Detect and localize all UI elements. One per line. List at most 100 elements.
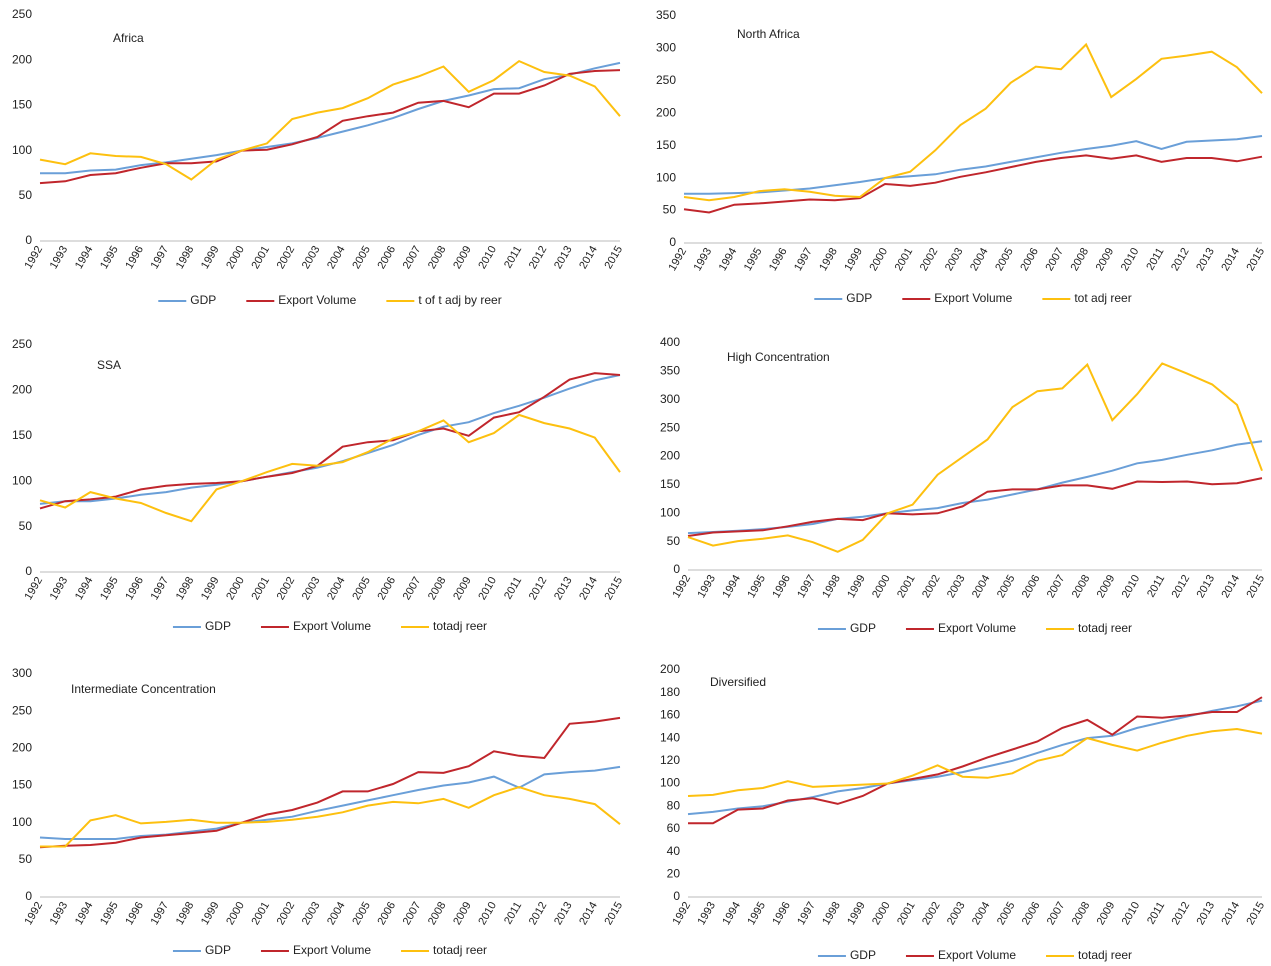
y-tick-label: 0 (25, 564, 32, 578)
x-tick-label: 2000 (224, 244, 247, 271)
x-tick-label: 2003 (943, 246, 966, 273)
x-tick-label: 1994 (720, 573, 743, 600)
series-line (39, 716, 621, 849)
x-tick-label: 2015 (1244, 573, 1267, 600)
y-tick-label: 100 (12, 143, 32, 157)
x-tick-label: 2005 (995, 573, 1018, 600)
x-tick-label: 1994 (73, 575, 96, 602)
series-line (687, 477, 1263, 537)
y-tick-label: 200 (660, 449, 680, 463)
x-tick-label: 2007 (1043, 246, 1066, 273)
y-tick-label: 150 (12, 98, 32, 112)
legend-label: GDP (850, 621, 876, 635)
x-tick-label: 1994 (73, 244, 96, 271)
chart-title: North Africa (737, 27, 800, 41)
x-tick-label: 2011 (1145, 900, 1167, 926)
x-tick-label: 2015 (1244, 246, 1267, 273)
x-tick-label: 2012 (527, 575, 550, 602)
legend-label: Export Volume (278, 293, 356, 307)
x-tick-label: 1999 (842, 246, 865, 273)
y-tick-label: 20 (667, 866, 681, 880)
x-tick-label: 2003 (300, 900, 323, 927)
x-tick-label: 2004 (970, 573, 993, 600)
x-tick-label: 2004 (970, 900, 993, 927)
x-tick-label: 2005 (993, 246, 1016, 273)
x-tick-label: 2002 (275, 244, 298, 271)
x-tick-label: 2013 (1194, 246, 1217, 273)
y-tick-label: 140 (660, 730, 680, 744)
x-tick-label: 2010 (1120, 900, 1143, 927)
x-tick-label: 2010 (476, 900, 499, 927)
y-tick-label: 160 (660, 708, 680, 722)
x-tick-label: 2005 (350, 900, 373, 927)
y-tick-label: 250 (12, 7, 32, 21)
x-tick-label: 2010 (476, 244, 499, 271)
x-tick-label: 2007 (401, 244, 424, 271)
x-tick-label: 1995 (745, 900, 768, 927)
x-tick-label: 1992 (670, 573, 693, 600)
x-tick-label: 2006 (376, 244, 399, 271)
x-tick-label: 2009 (1095, 573, 1118, 600)
series-line (40, 61, 621, 175)
x-tick-label: 1997 (149, 575, 172, 602)
x-tick-label: 1996 (123, 575, 146, 602)
x-tick-label: 1997 (149, 900, 172, 927)
x-tick-label: 1997 (149, 244, 172, 271)
x-tick-label: 1995 (98, 900, 121, 927)
x-tick-label: 2014 (1219, 246, 1242, 273)
legend-label: Export Volume (293, 943, 371, 957)
x-tick-label: 2008 (426, 900, 449, 927)
y-tick-label: 50 (19, 188, 33, 202)
x-tick-label: 2013 (1195, 573, 1218, 600)
legend-label: t of t adj by reer (418, 293, 501, 307)
y-tick-label: 250 (660, 420, 680, 434)
y-tick-label: 0 (673, 889, 680, 903)
series-line (687, 699, 1263, 816)
x-tick-label: 1993 (48, 575, 71, 602)
x-tick-label: 1993 (695, 573, 718, 600)
y-tick-label: 150 (656, 138, 676, 152)
x-tick-label: 1993 (48, 244, 71, 271)
legend-label: GDP (190, 293, 216, 307)
y-tick-label: 200 (660, 662, 680, 676)
x-tick-label: 1996 (770, 573, 793, 600)
x-tick-label: 1998 (174, 575, 197, 602)
x-tick-label: 2014 (577, 575, 600, 602)
x-tick-label: 2010 (1119, 246, 1142, 273)
series-line (39, 413, 621, 523)
x-tick-label: 2008 (426, 575, 449, 602)
x-tick-label: 1993 (48, 900, 71, 927)
x-tick-label: 2000 (868, 246, 891, 273)
x-tick-label: 1995 (98, 575, 121, 602)
x-tick-label: 1994 (73, 900, 96, 927)
series-line (683, 154, 1263, 214)
y-tick-label: 350 (656, 8, 676, 22)
x-tick-label: 2013 (552, 900, 575, 927)
y-tick-label: 150 (12, 778, 32, 792)
y-tick-label: 180 (660, 685, 680, 699)
x-tick-label: 2009 (1095, 900, 1118, 927)
y-tick-label: 0 (25, 889, 32, 903)
y-tick-label: 0 (669, 235, 676, 249)
x-tick-label: 1992 (670, 900, 693, 927)
x-tick-label: 2015 (602, 244, 625, 271)
y-tick-label: 50 (19, 852, 33, 866)
series-line (687, 362, 1263, 553)
legend-label: totadj reer (1078, 948, 1132, 962)
x-tick-label: 2006 (1020, 900, 1043, 927)
x-tick-label: 2012 (1170, 900, 1193, 927)
y-tick-label: 40 (667, 844, 681, 858)
x-tick-label: 2013 (552, 575, 575, 602)
y-tick-label: 0 (25, 233, 32, 247)
x-tick-label: 1992 (22, 244, 45, 271)
x-tick-label: 2008 (1070, 900, 1093, 927)
y-tick-label: 0 (673, 562, 680, 576)
y-tick-label: 150 (12, 428, 32, 442)
x-tick-label: 2006 (376, 575, 399, 602)
y-tick-label: 100 (660, 776, 680, 790)
series-line (39, 374, 621, 505)
x-tick-label: 2011 (502, 244, 524, 270)
legend-label: Export Volume (293, 619, 371, 633)
x-tick-label: 1998 (174, 900, 197, 927)
x-tick-label: 2009 (451, 575, 474, 602)
